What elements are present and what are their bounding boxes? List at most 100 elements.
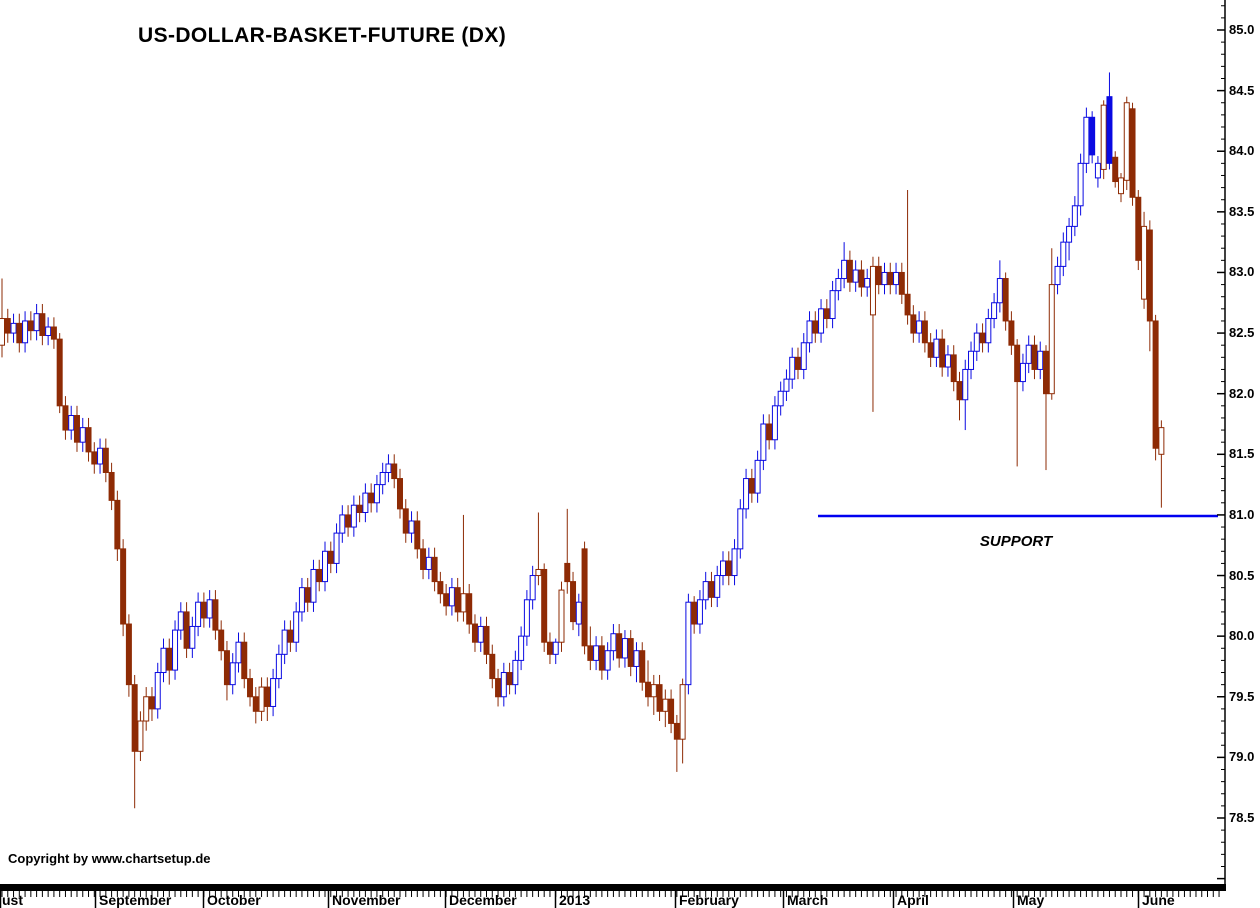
candle-body (10, 322, 17, 334)
candle-body (893, 271, 900, 286)
candle-body (627, 638, 634, 667)
x-axis-month-label: June (1142, 892, 1175, 908)
candle-body (102, 447, 109, 473)
candle-body (50, 326, 57, 340)
candle-body (131, 684, 138, 752)
x-axis-bar (0, 884, 1226, 891)
candle-body (368, 492, 375, 504)
candle-body (489, 653, 496, 680)
y-axis-label: 84.5 (1229, 82, 1255, 98)
candle-body (287, 629, 294, 643)
y-axis-label: 81.5 (1229, 446, 1255, 462)
candle-body (258, 686, 265, 712)
candle-body (229, 662, 236, 686)
candle-body (927, 342, 934, 358)
candle-body (73, 415, 80, 443)
candle-body (829, 290, 836, 320)
candle-body (68, 415, 75, 431)
candle-body (22, 320, 29, 344)
candle-body (800, 342, 807, 370)
candle-body (327, 550, 334, 564)
y-axis-label: 85.0 (1229, 22, 1255, 37)
candle-body (183, 611, 190, 649)
candle-body (881, 271, 888, 286)
x-axis-month-label: ust (2, 892, 23, 908)
candle-body (1094, 162, 1101, 179)
candle-body (973, 332, 980, 352)
candle-body (904, 293, 911, 316)
candle-body (523, 599, 530, 637)
candle-body (1152, 320, 1159, 449)
candle-body (62, 405, 69, 431)
candle-body (385, 463, 392, 473)
candle-body (345, 514, 352, 528)
candle-body (1031, 344, 1038, 370)
candle-body (1037, 350, 1044, 370)
x-axis-month-label: November (332, 892, 401, 908)
candle-body (806, 320, 813, 344)
x-axis-month-label: September (99, 892, 172, 908)
candle-body (789, 356, 796, 380)
candle-body (581, 548, 588, 647)
candle-body (1019, 362, 1026, 383)
y-axis-label: 82.5 (1229, 325, 1255, 341)
candle-body (760, 423, 767, 461)
candle-body (812, 320, 819, 334)
candle-body (1100, 104, 1107, 170)
candle-body (391, 463, 398, 480)
candle-body (402, 508, 409, 534)
candle-body (454, 587, 461, 613)
candle-body (944, 354, 951, 368)
candle-body (356, 504, 363, 513)
candle-body (921, 320, 928, 344)
x-axis-month-label: October (207, 892, 261, 908)
candle-body (887, 271, 894, 286)
candle-body (264, 686, 271, 707)
candle-body (720, 560, 726, 577)
candle-body (212, 599, 219, 631)
candle-body (766, 423, 773, 441)
candle-body (1089, 116, 1096, 156)
candle-body (598, 645, 605, 671)
candle-body (794, 356, 801, 370)
candle-body (604, 650, 611, 671)
candle-body (160, 647, 167, 674)
y-axis-label: 79.5 (1229, 688, 1255, 704)
candle-body (777, 390, 784, 407)
x-axis-month-label: December (449, 892, 517, 908)
candle-body (322, 550, 329, 583)
candle-body (56, 338, 63, 407)
candle-body (247, 678, 254, 698)
candle-body (570, 581, 577, 623)
candle-body (841, 259, 848, 280)
candle-body (512, 659, 519, 686)
candle-body (933, 338, 940, 358)
candle-body (298, 587, 305, 613)
candle-body (408, 520, 415, 534)
x-axis-month-label: February (679, 892, 739, 908)
candle-body (379, 471, 386, 486)
candle-body (1106, 96, 1113, 164)
candle-body (16, 322, 23, 344)
candle-body (1123, 102, 1130, 181)
candle-body (731, 548, 738, 577)
x-axis-month-label: 2013 (559, 892, 591, 908)
candle-body (702, 581, 709, 601)
candle-body (1135, 196, 1142, 261)
y-axis-label: 80.0 (1229, 628, 1255, 644)
candle-body (437, 581, 444, 595)
candle-body (1014, 344, 1021, 383)
y-axis-label: 82.0 (1229, 385, 1255, 401)
candle-body (148, 696, 155, 710)
candle-body (223, 650, 230, 686)
candle-body (1043, 350, 1050, 395)
candle-body (1060, 241, 1067, 267)
candle-body (252, 696, 259, 712)
candle-body (304, 587, 311, 603)
candle-body (333, 532, 340, 564)
candle-body (316, 568, 323, 583)
candle-body (396, 478, 403, 510)
candle-body (985, 318, 992, 344)
candle-body (979, 332, 986, 344)
candle-body (114, 499, 121, 550)
